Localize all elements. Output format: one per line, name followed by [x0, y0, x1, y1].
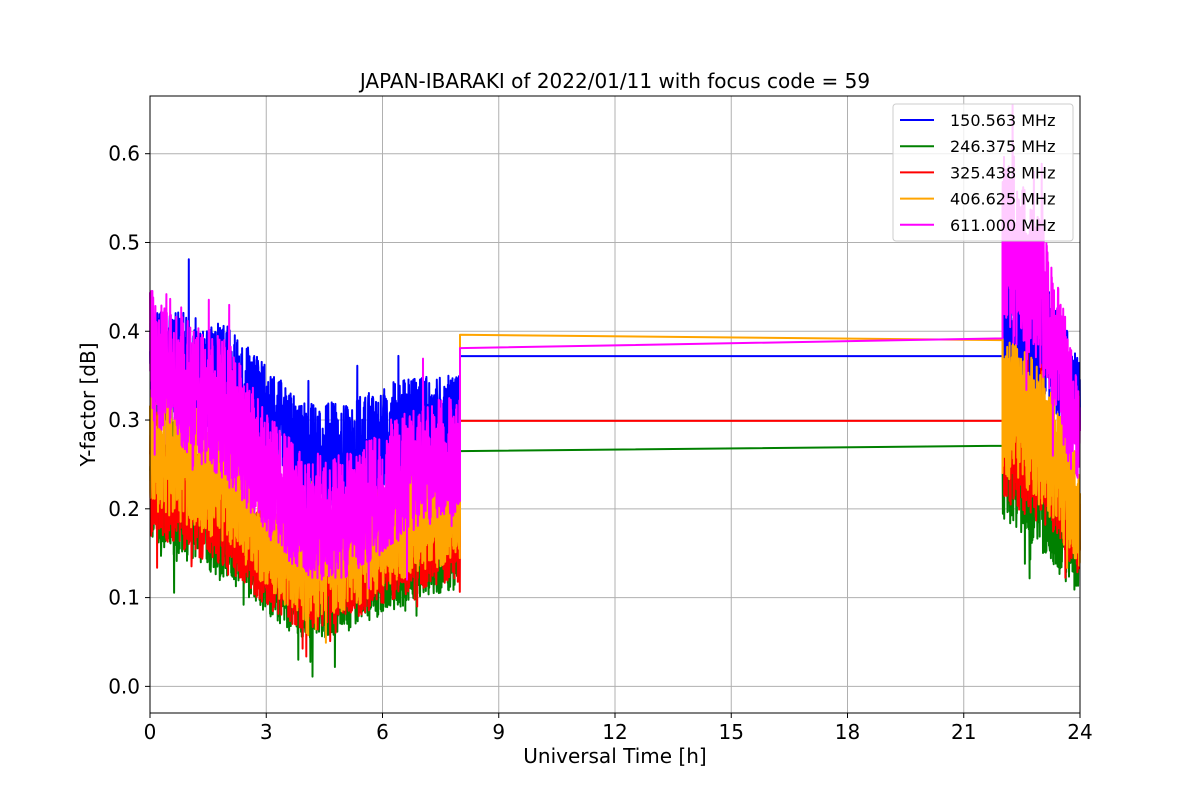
series-layer [149, 103, 1081, 678]
x-tick-label: 15 [719, 720, 744, 744]
y-axis-label: Y-factor [dB] [76, 342, 100, 467]
legend-label: 611.000 MHz [950, 216, 1055, 235]
series-line [149, 103, 1081, 590]
x-tick-label: 6 [376, 720, 389, 744]
axis-ticks: 0 3 6 9 12 15 18 21 24 0.0 0.1 0.2 0.3 0.4 0.5 0.6 [108, 142, 1093, 744]
x-tick-label: 9 [492, 720, 505, 744]
x-tick-label: 3 [260, 720, 273, 744]
x-tick-label: 21 [951, 720, 976, 744]
y-tick-label: 0.6 [108, 142, 140, 166]
y-tick-label: 0.3 [108, 408, 140, 432]
legend-label: 406.625 MHz [950, 190, 1055, 209]
legend-label: 325.438 MHz [950, 163, 1055, 182]
legend-label: 246.375 MHz [950, 137, 1055, 156]
y-tick-label: 0.5 [108, 230, 140, 254]
y-tick-label: 0.4 [108, 319, 140, 343]
y-tick-label: 0.2 [108, 497, 140, 521]
x-tick-label: 0 [144, 720, 157, 744]
x-tick-label: 18 [835, 720, 860, 744]
x-tick-label: 12 [602, 720, 627, 744]
x-axis-label: Universal Time [h] [523, 744, 706, 768]
y-tick-label: 0.1 [108, 586, 140, 610]
y-tick-label: 0.0 [108, 674, 140, 698]
legend-box [892, 103, 1074, 242]
legend-label: 150.563 MHz [950, 111, 1055, 130]
chart-title: JAPAN-IBARAKI of 2022/01/11 with focus c… [358, 69, 870, 93]
legend: 150.563 MHz 246.375 MHz 325.438 MHz 406.625… [892, 103, 1074, 242]
x-tick-label: 24 [1067, 720, 1092, 744]
